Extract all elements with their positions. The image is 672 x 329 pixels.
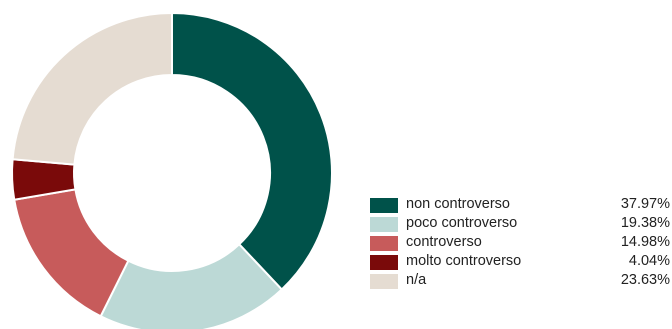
legend-item-poco-controverso: poco controverso 19.38% [370,214,670,233]
legend-label: poco controverso [406,215,518,231]
legend-swatch [370,255,398,270]
legend-value: 14.98% [620,234,670,250]
legend-label: non controverso [406,196,510,212]
legend-swatch [370,217,398,232]
legend-swatch [370,198,398,213]
legend-swatch [370,274,398,289]
legend: non controverso 37.97% poco controverso … [370,195,670,290]
donut-slice-non-controverso [171,11,333,291]
legend-item-controverso: controverso 14.98% [370,233,670,252]
legend-label: molto controverso [406,253,522,269]
legend-value: 37.97% [620,196,670,212]
donut-slice-n-a [11,11,173,166]
donut-slice-controverso [13,188,130,318]
legend-value: 23.63% [620,272,670,288]
legend-value: 4.04% [628,253,670,269]
legend-label: n/a [406,272,427,288]
donut-plot [11,11,333,329]
legend-item-n-a: n/a 23.63% [370,271,670,290]
legend-value: 19.38% [620,215,670,231]
legend-swatch [370,236,398,251]
legend-item-molto-controverso: molto controverso 4.04% [370,252,670,271]
legend-label: controverso [406,234,482,250]
legend-item-non-controverso: non controverso 37.97% [370,195,670,214]
